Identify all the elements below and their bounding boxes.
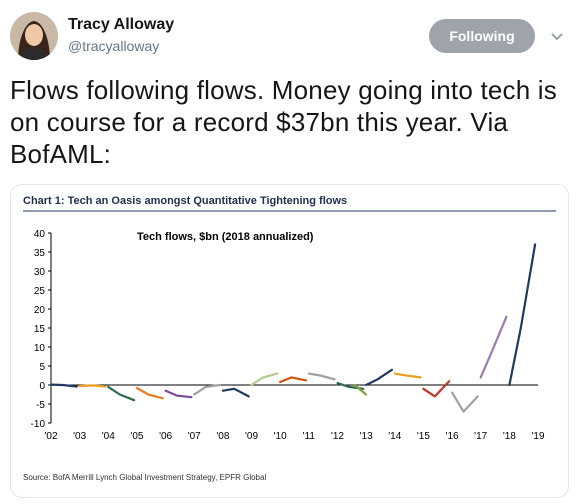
x-tick-label: '11: [303, 431, 316, 442]
series-line-14: [422, 380, 451, 398]
y-tick-label: 15: [34, 324, 46, 335]
tweet-text: Flows following flows. Money going into …: [10, 75, 557, 169]
x-tick-label: '19: [531, 431, 544, 442]
series-line-16: [479, 315, 508, 379]
avatar[interactable]: [10, 12, 58, 60]
x-tick-label: '10: [274, 431, 287, 442]
x-tick-label: '06: [159, 431, 172, 442]
series-line-2: [107, 385, 136, 402]
chart: Chart 1: Tech an Oasis amongst Quantitat…: [23, 195, 556, 482]
series-line-6: [221, 387, 250, 398]
x-tick-label: '07: [188, 431, 201, 442]
display-name[interactable]: Tracy Alloway: [68, 16, 175, 33]
chart-subtitle: Tech flows, $bn (2018 annualized): [137, 231, 314, 243]
x-tick-label: '18: [503, 431, 516, 442]
y-tick-label: 35: [34, 248, 46, 259]
chart-source: Source: BofA Merrill Lynch Global Invest…: [23, 473, 266, 482]
x-tick-label: '17: [474, 431, 487, 442]
y-tick-label: 30: [34, 267, 46, 278]
y-tick-label: 0: [39, 381, 45, 392]
y-tick-label: 5: [39, 362, 45, 373]
following-button[interactable]: Following: [429, 19, 535, 53]
y-tick-label: 20: [34, 305, 46, 316]
series-line-8: [279, 376, 308, 384]
series-line-4: [164, 389, 193, 399]
series-line-0: [49, 383, 78, 388]
x-tick-label: '03: [73, 431, 86, 442]
series-line-1: [78, 384, 107, 388]
series-line-5: [193, 383, 222, 396]
y-tick-label: 40: [34, 229, 46, 240]
x-tick-label: '15: [417, 431, 430, 442]
chart-title: Chart 1: Tech an Oasis amongst Quantitat…: [23, 195, 347, 207]
x-tick-label: '13: [360, 431, 373, 442]
x-tick-label: '08: [216, 431, 229, 442]
chevron-down-icon[interactable]: [549, 28, 565, 44]
series-line-12: [365, 368, 393, 387]
x-tick-label: '02: [44, 431, 57, 442]
avatar-image: [10, 12, 58, 60]
series-line-11: [353, 383, 368, 396]
y-tick-label: -5: [36, 400, 45, 411]
x-tick-label: '09: [245, 431, 258, 442]
series-line-13: [393, 372, 422, 379]
user-handle[interactable]: @tracyalloway: [68, 38, 160, 54]
series-line-9: [307, 372, 336, 381]
y-tick-label: -10: [31, 419, 46, 430]
y-tick-label: 25: [34, 286, 46, 297]
x-tick-label: '14: [388, 431, 401, 442]
x-tick-label: '05: [130, 431, 143, 442]
series-line-17: [508, 243, 537, 387]
x-tick-label: '12: [331, 431, 344, 442]
y-tick-label: 10: [34, 343, 46, 354]
x-tick-label: '16: [446, 431, 459, 442]
series-line-7: [250, 372, 279, 387]
series-line-3: [135, 386, 164, 400]
x-tick-label: '04: [102, 431, 115, 442]
chart-image[interactable]: Chart 1: Tech an Oasis amongst Quantitat…: [10, 184, 569, 498]
series-line-15: [451, 391, 479, 413]
